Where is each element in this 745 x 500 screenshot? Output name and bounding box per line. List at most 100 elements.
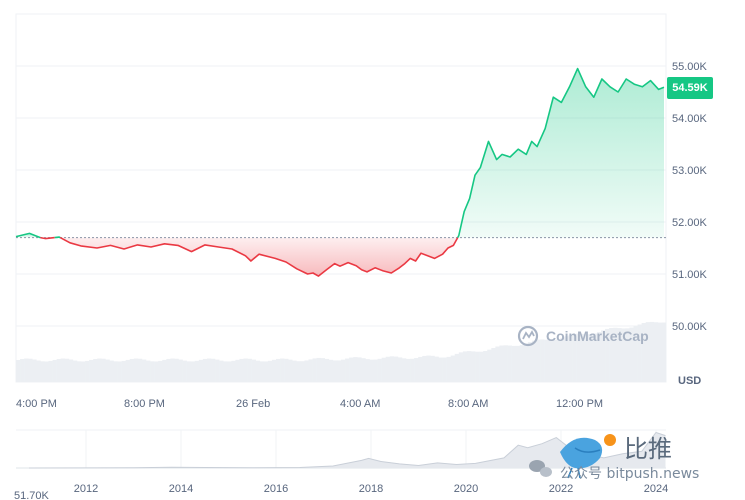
volume-bar [531,340,537,382]
volume-bar [125,359,131,382]
volume-bar [515,345,521,382]
overview-x-tick-label: 2016 [264,483,288,495]
volume-bar [609,327,614,382]
volume-bar [564,336,569,382]
volume-bar [641,323,646,382]
volume-bar [341,359,346,382]
volume-bar [20,359,25,382]
volume-bar [276,358,281,382]
volume-bar [617,328,622,382]
volume-bar [462,351,468,382]
overview-area [29,432,666,468]
volume-bar [219,360,224,382]
volume-bar [133,358,139,382]
volume-bar [605,328,610,382]
volume-bar [320,358,326,382]
volume-bar [365,359,370,382]
volume-bar [381,357,386,382]
volume-bar [52,359,57,382]
volume-bar [76,361,82,382]
volume-bar [487,349,492,382]
volume-bar [141,359,147,382]
volume-bar [536,339,541,382]
volume-bar [373,359,378,382]
volume-bar [328,359,334,382]
volume-bar [154,361,159,382]
volume-bar [389,356,395,382]
volume-bar [174,358,179,382]
volume-bar [150,361,155,382]
volume-bar [540,339,545,382]
volume-bar [661,322,667,382]
volume-bar [393,356,399,382]
overview-x-tick-label: 2014 [169,483,193,495]
volume-bar [263,361,269,382]
volume-bar [361,358,366,382]
currency-label: USD [678,375,701,387]
volume-bar [523,343,529,382]
volume-bar [186,361,191,382]
volume-bar [430,355,435,382]
volume-bar [68,359,74,382]
volume-bar [601,330,606,382]
volume-bar [296,361,301,382]
volume-bar [194,360,200,382]
volume-bar [418,356,423,382]
volume-bar [349,357,354,382]
volume-bar [511,345,516,382]
volume-bar [414,358,419,382]
volume-bar [426,355,431,382]
area-above-baseline [457,68,664,238]
volume-bar [377,358,382,382]
volume-bar [572,333,577,382]
volume-bar [36,360,41,382]
x-tick-label: 26 Feb [236,398,270,410]
volume-bar [596,332,602,382]
volume-bar [653,322,659,382]
volume-bar [454,353,460,382]
volume-bar [235,359,240,382]
price-line-down [40,236,55,240]
volume-bar [527,342,533,382]
volume-bar [280,358,285,382]
coinmarketcap-watermark: CoinMarketCap [517,325,649,347]
volume-bar [109,360,114,382]
volume-bar [162,359,167,382]
volume-bar [72,360,78,382]
wechat-subtitle: 公众号 bitpush.news [560,466,699,482]
volume-bar [288,359,293,382]
x-tick-label: 4:00 PM [16,398,57,410]
volume-bar [166,358,171,382]
volume-bar [450,355,456,382]
volume-bar [401,358,407,382]
coinmarketcap-logo-icon [517,325,539,347]
volume-bar [117,361,122,382]
price-line-up [456,67,665,238]
volume-bar [251,359,256,382]
volume-bar [544,339,549,382]
volume-bar [479,351,484,382]
overview-x-tick-label: 2022 [549,483,573,495]
volume-bar [422,355,427,382]
volume-bar [32,359,37,382]
volume-bar [499,345,504,382]
volume-bar [369,359,374,382]
current-price-badge: 54.59K [667,77,713,99]
volume-bar [410,358,415,382]
volume-bar [446,356,451,382]
bird-logo-icon [560,434,616,479]
volume-bar [247,358,252,382]
overview-x-axis: 2012 2014 2016 2018 2020 2022 2024 [74,483,668,495]
volume-bar [105,359,110,382]
volume-bar [576,333,581,382]
y-tick-label: 54.00K [672,113,708,125]
volume-bar [24,358,29,382]
volume-bar [324,358,330,382]
volume-bar [385,356,391,382]
volume-bar [93,358,98,382]
volume-bar [271,359,277,382]
wechat-title: 比推 [624,435,672,463]
volume-bar [308,359,313,382]
volume-bar [649,321,655,382]
